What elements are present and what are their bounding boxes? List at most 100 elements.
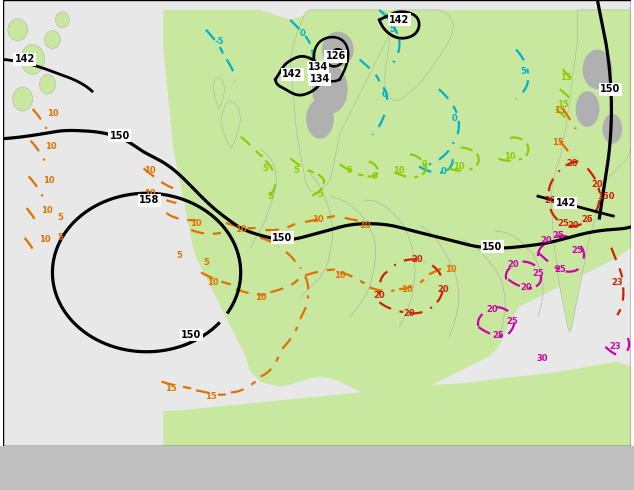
Text: 25: 25 <box>572 246 583 255</box>
Text: 10: 10 <box>144 189 155 198</box>
Ellipse shape <box>8 19 28 41</box>
Text: 0: 0 <box>452 114 458 123</box>
Text: 5: 5 <box>262 164 268 173</box>
Text: 20: 20 <box>568 221 579 230</box>
Polygon shape <box>384 10 454 101</box>
Text: 10: 10 <box>190 220 202 228</box>
Polygon shape <box>221 101 241 148</box>
Text: 5: 5 <box>176 251 182 260</box>
Text: 15: 15 <box>205 392 217 401</box>
Text: 150: 150 <box>272 233 292 243</box>
Text: 25: 25 <box>532 269 544 278</box>
Text: 10: 10 <box>42 176 55 185</box>
Text: 5: 5 <box>203 258 209 267</box>
Text: 0: 0 <box>372 172 377 181</box>
Text: 23: 23 <box>611 278 623 287</box>
Ellipse shape <box>21 45 44 74</box>
Polygon shape <box>290 10 394 193</box>
Text: 10: 10 <box>144 166 155 175</box>
Text: 0: 0 <box>299 29 305 38</box>
Text: 150: 150 <box>482 242 503 252</box>
Ellipse shape <box>583 49 612 89</box>
Text: 0: 0 <box>382 90 387 98</box>
Text: 10: 10 <box>453 162 465 171</box>
Polygon shape <box>164 362 631 446</box>
Text: 20: 20 <box>521 283 532 292</box>
Text: 25: 25 <box>552 231 564 240</box>
Text: 150: 150 <box>110 131 130 141</box>
Text: 5: 5 <box>58 214 63 222</box>
Text: 0: 0 <box>421 160 427 169</box>
Text: 15: 15 <box>554 106 566 116</box>
Text: 5: 5 <box>520 67 526 76</box>
Text: 134: 134 <box>310 74 330 84</box>
Text: 150: 150 <box>181 330 201 340</box>
Text: 10: 10 <box>44 142 56 151</box>
Text: 15: 15 <box>560 73 572 82</box>
Text: We 05-06-2024 12:00 UTC (12+192): We 05-06-2024 12:00 UTC (12+192) <box>320 457 520 467</box>
Text: 20: 20 <box>373 291 385 300</box>
Text: 5: 5 <box>58 233 63 243</box>
Polygon shape <box>164 10 631 398</box>
Text: ©weatheronline.co.uk: ©weatheronline.co.uk <box>370 475 488 485</box>
Text: 134: 134 <box>308 62 328 73</box>
Text: 5: 5 <box>294 166 299 175</box>
Text: 25: 25 <box>507 317 518 325</box>
Text: 20: 20 <box>403 309 415 318</box>
Polygon shape <box>213 77 225 109</box>
Text: 142: 142 <box>15 54 35 65</box>
Text: 15: 15 <box>557 99 569 109</box>
Text: 158: 158 <box>139 195 160 205</box>
Text: 10: 10 <box>207 278 219 287</box>
Text: 20: 20 <box>592 180 603 189</box>
Text: 142: 142 <box>282 69 302 79</box>
Text: 10: 10 <box>334 271 346 280</box>
Ellipse shape <box>312 64 347 114</box>
Text: 20: 20 <box>437 285 449 294</box>
Text: 10: 10 <box>401 285 413 294</box>
Text: 10: 10 <box>47 109 58 119</box>
Text: 25: 25 <box>554 265 566 274</box>
Text: 10: 10 <box>235 225 247 234</box>
Ellipse shape <box>322 32 354 68</box>
Text: 142: 142 <box>389 15 410 25</box>
Ellipse shape <box>13 87 32 111</box>
Text: 25: 25 <box>581 216 593 224</box>
Ellipse shape <box>576 91 599 127</box>
Text: 5: 5 <box>317 190 323 199</box>
Text: 15: 15 <box>165 384 178 393</box>
Text: 10: 10 <box>255 293 266 302</box>
Text: 150: 150 <box>597 192 614 201</box>
Polygon shape <box>551 10 631 332</box>
Text: 10: 10 <box>39 235 50 245</box>
Text: 15: 15 <box>552 138 564 147</box>
Text: 25: 25 <box>493 331 504 341</box>
Text: 10: 10 <box>505 152 516 161</box>
Text: 10: 10 <box>394 166 405 175</box>
Text: 20: 20 <box>486 305 498 314</box>
Text: 10: 10 <box>41 206 52 215</box>
Text: 20: 20 <box>507 260 519 269</box>
Text: Height/Temp. 850 hPa [gdmp][°C] ECMWF: Height/Temp. 850 hPa [gdmp][°C] ECMWF <box>8 457 239 467</box>
Text: 20: 20 <box>540 236 552 245</box>
Text: 150: 150 <box>600 84 621 94</box>
Text: -5: -5 <box>214 37 224 46</box>
Text: 142: 142 <box>555 198 576 208</box>
Ellipse shape <box>306 99 334 139</box>
Text: 5: 5 <box>347 166 353 175</box>
Text: 30: 30 <box>536 354 548 363</box>
Text: 10: 10 <box>445 265 456 274</box>
Ellipse shape <box>602 114 622 144</box>
Ellipse shape <box>55 12 69 28</box>
Text: 25: 25 <box>558 220 569 228</box>
Ellipse shape <box>39 74 55 94</box>
Text: 0: 0 <box>441 167 447 176</box>
Text: 20: 20 <box>544 196 555 205</box>
Text: 10: 10 <box>312 216 324 224</box>
Text: 5: 5 <box>389 25 395 34</box>
Ellipse shape <box>44 31 60 49</box>
Text: 5: 5 <box>268 192 273 201</box>
Text: 20: 20 <box>567 159 578 168</box>
Text: 126: 126 <box>326 51 346 61</box>
Text: 10: 10 <box>359 221 370 230</box>
